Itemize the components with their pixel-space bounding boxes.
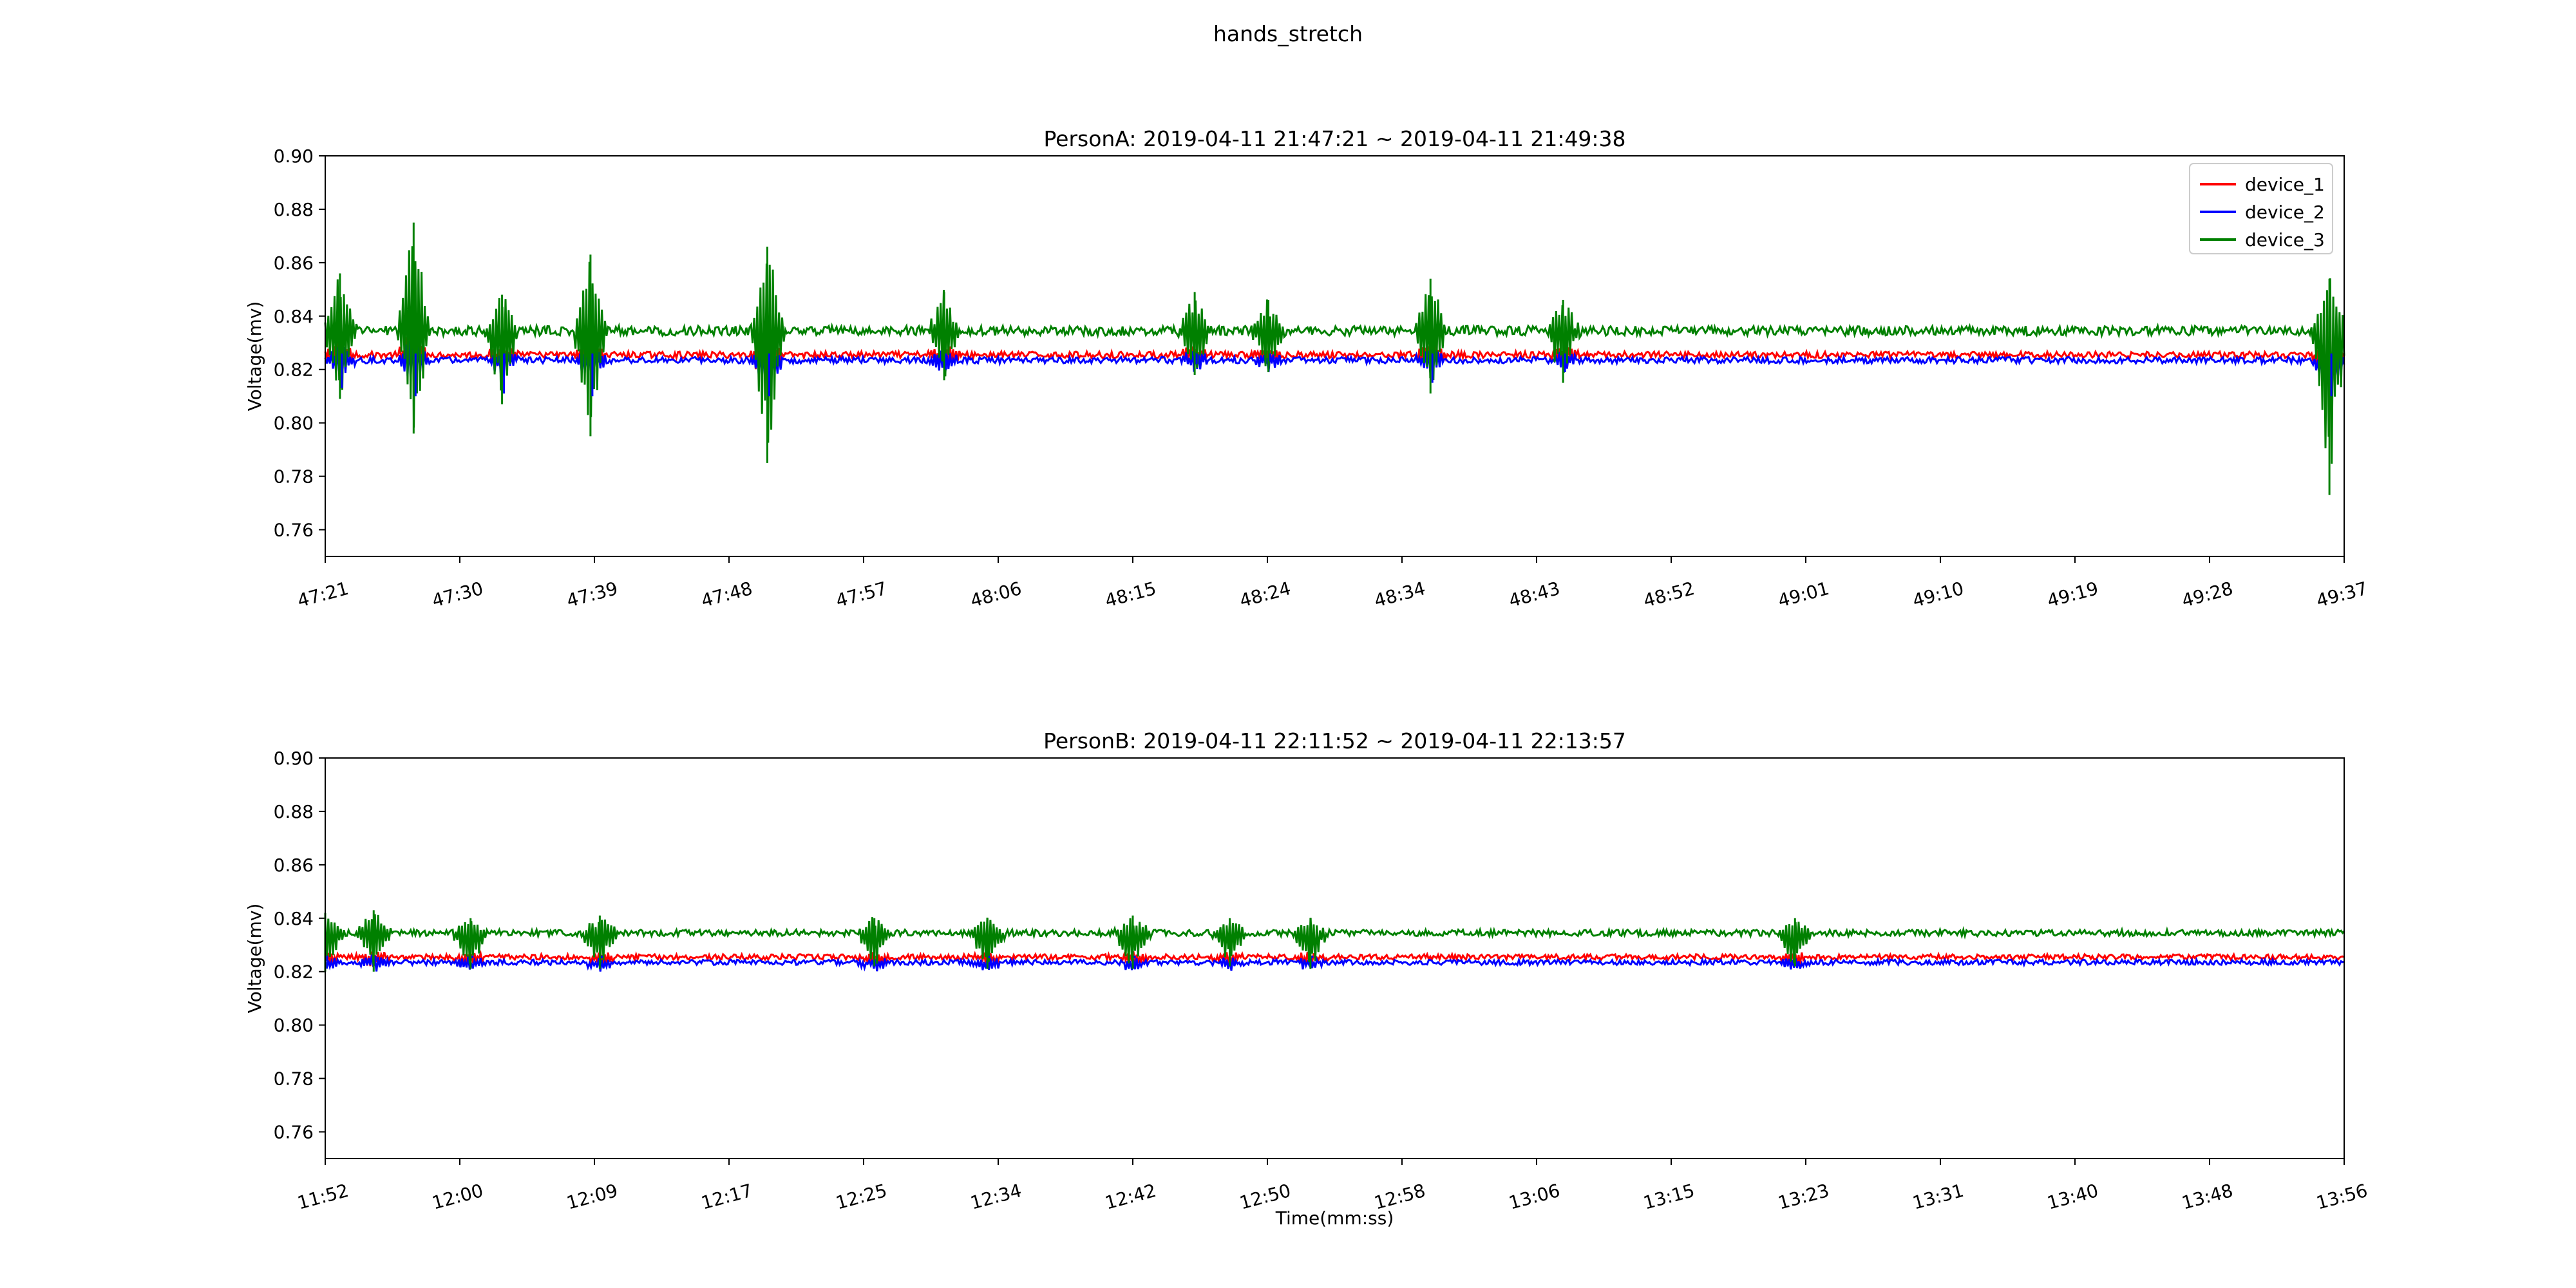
legend-label: device_2	[2245, 202, 2325, 223]
x-tick-label: 13:15	[1641, 1180, 1696, 1214]
x-tick-label: 13:23	[1776, 1180, 1831, 1214]
y-tick-label: 0.78	[274, 466, 314, 488]
series-line-device_1	[324, 950, 2345, 967]
y-tick-label: 0.88	[274, 801, 314, 822]
y-tick-label: 0.80	[274, 1015, 314, 1036]
y-tick-label: 0.76	[274, 1122, 314, 1143]
x-tick-label: 12:34	[968, 1180, 1023, 1214]
x-tick-label: 48:34	[1372, 578, 1427, 612]
y-tick-label: 0.86	[274, 855, 314, 876]
x-tick-label: 12:17	[699, 1180, 754, 1214]
series-line-device_3	[324, 914, 2345, 964]
x-tick-label: 48:43	[1506, 578, 1562, 612]
x-tick-label: 49:01	[1776, 578, 1831, 612]
x-tick-label: 12:42	[1103, 1180, 1158, 1214]
y-tick-label: 0.86	[274, 252, 314, 274]
x-tick-label: 49:10	[1910, 578, 1965, 612]
x-tick-label: 49:37	[2314, 578, 2369, 612]
chart-person-b: PersonB: 2019-04-11 22:11:52 ~ 2019-04-1…	[244, 728, 2370, 1229]
x-tick-label: 13:31	[1910, 1180, 1965, 1214]
y-tick-label: 0.80	[274, 413, 314, 434]
y-axis-label: Voltage(mv)	[244, 904, 265, 1014]
x-tick-label: 47:30	[430, 578, 485, 612]
y-tick-label: 0.90	[274, 146, 314, 167]
legend-label: device_1	[2245, 174, 2325, 195]
x-tick-label: 12:00	[430, 1180, 485, 1214]
x-tick-label: 13:48	[2179, 1180, 2235, 1214]
x-tick-label: 12:25	[833, 1180, 889, 1214]
chart-person-a: PersonA: 2019-04-11 21:47:21 ~ 2019-04-1…	[244, 126, 2370, 612]
y-tick-label: 0.76	[274, 520, 314, 541]
x-tick-label: 12:09	[564, 1180, 620, 1214]
x-tick-label: 48:06	[968, 578, 1023, 612]
x-tick-label: 13:56	[2314, 1180, 2369, 1214]
y-tick-label: 0.84	[274, 908, 314, 929]
y-tick-label: 0.82	[274, 961, 314, 983]
series-line-device_2	[324, 335, 2345, 392]
x-tick-label: 47:39	[564, 578, 620, 612]
x-tick-label: 47:48	[699, 578, 754, 612]
figure-suptitle: hands_stretch	[1213, 21, 1363, 46]
x-tick-label: 49:28	[2179, 578, 2235, 612]
y-tick-label: 0.90	[274, 748, 314, 769]
legend-label: device_3	[2245, 229, 2325, 251]
y-tick-label: 0.88	[274, 199, 314, 220]
series-line-device_2	[324, 954, 2345, 972]
x-tick-label: 13:40	[2045, 1180, 2100, 1214]
x-tick-label: 47:57	[833, 578, 889, 612]
x-axis-label: Time(mm:ss)	[1275, 1208, 1394, 1229]
axes-frame	[325, 757, 2345, 1159]
legend-box	[2189, 163, 2333, 254]
y-axis-label: Voltage(mv)	[244, 301, 265, 412]
x-tick-label: 47:21	[295, 578, 350, 612]
series-line-device_3	[324, 246, 2345, 464]
x-tick-label: 49:19	[2045, 578, 2100, 612]
x-tick-label: 48:52	[1641, 578, 1696, 612]
x-tick-label: 11:52	[295, 1180, 350, 1214]
y-tick-label: 0.78	[274, 1068, 314, 1090]
x-tick-label: 48:24	[1237, 578, 1293, 612]
x-tick-label: 13:06	[1506, 1180, 1562, 1214]
panel-title: PersonA: 2019-04-11 21:47:21 ~ 2019-04-1…	[1043, 126, 1625, 151]
x-tick-label: 48:15	[1103, 578, 1158, 612]
panel-title: PersonB: 2019-04-11 22:11:52 ~ 2019-04-1…	[1043, 728, 1626, 753]
y-tick-label: 0.82	[274, 359, 314, 381]
axes-frame	[325, 155, 2345, 557]
y-tick-label: 0.84	[274, 306, 314, 327]
series-line-device_1	[324, 332, 2345, 385]
